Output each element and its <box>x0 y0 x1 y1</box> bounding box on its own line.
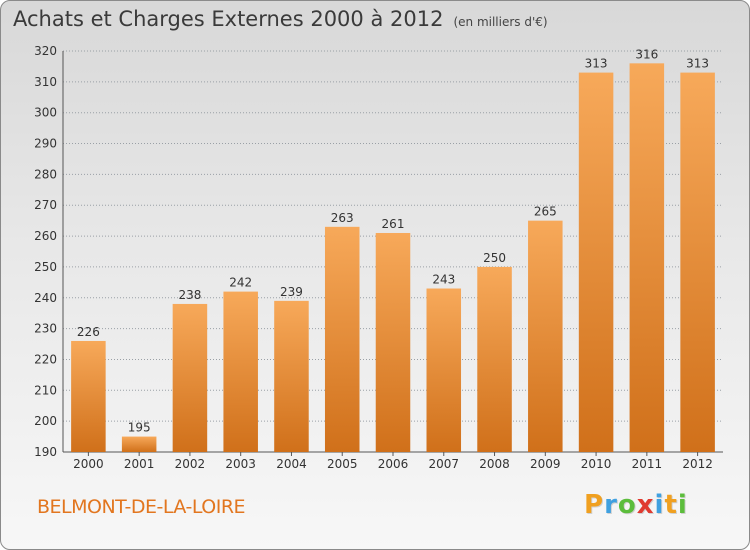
bars <box>71 63 715 452</box>
x-tick-label: 2003 <box>225 457 256 471</box>
logo-letter: i <box>654 490 665 520</box>
bar[interactable] <box>324 226 360 452</box>
chart-unit: (en milliers d'€) <box>453 15 548 29</box>
data-label: 263 <box>331 211 354 225</box>
y-tick-label: 260 <box>34 229 57 243</box>
bar[interactable] <box>680 72 715 452</box>
x-tick-label: 2000 <box>73 457 104 471</box>
bar[interactable] <box>274 300 309 452</box>
x-tick-label: 2009 <box>530 457 561 471</box>
x-tick-label: 2006 <box>378 457 409 471</box>
logo-letter: t <box>664 490 678 520</box>
data-label: 313 <box>585 57 608 71</box>
x-tick-label: 2011 <box>632 457 663 471</box>
bar[interactable] <box>71 340 106 452</box>
x-tick-label: 2001 <box>124 457 155 471</box>
data-labels: 226 195 238 242 239 263 261 243 250 265 313 316 313 <box>77 47 709 434</box>
logo-letter: r <box>604 490 618 520</box>
y-tick-label: 200 <box>34 414 57 428</box>
data-label: 242 <box>229 276 252 290</box>
logo-letter: x <box>636 490 655 520</box>
commune-name: BELMONT-DE-LA-LOIRE <box>37 496 246 518</box>
y-tick-label: 230 <box>34 322 57 336</box>
y-tick-label: 250 <box>34 260 57 274</box>
bar[interactable] <box>426 288 462 452</box>
data-label: 195 <box>128 421 151 435</box>
bar[interactable] <box>375 232 411 452</box>
y-tick-label: 300 <box>34 106 57 120</box>
y-tick-label: 220 <box>34 352 57 366</box>
logo-letter: o <box>617 490 637 520</box>
data-label: 239 <box>280 285 303 299</box>
y-tick-label: 210 <box>34 383 57 397</box>
bar[interactable] <box>121 436 157 452</box>
x-tick-label: 2010 <box>581 457 612 471</box>
chart-title-text: Achats et Charges Externes 2000 à 2012 <box>13 7 444 31</box>
logo-letter: P <box>584 490 605 520</box>
x-tick-label: 2004 <box>276 457 307 471</box>
axes: 190 200 210 220 230 240 250 260 270 280 290 300 310 3… <box>34 44 723 471</box>
x-tick-label: 2012 <box>682 457 713 471</box>
logo-letter: i <box>677 490 688 520</box>
y-tick-label: 240 <box>34 291 57 305</box>
data-label: 316 <box>635 47 658 61</box>
proxiti-logo[interactable]: Proxiti <box>584 490 688 520</box>
bar[interactable] <box>528 220 563 452</box>
data-label: 265 <box>534 205 557 219</box>
y-tick-label: 320 <box>34 44 57 58</box>
bar[interactable] <box>578 72 614 452</box>
y-tick-label: 280 <box>34 167 57 181</box>
x-tick-label: 2002 <box>175 457 206 471</box>
y-tick-label: 190 <box>34 445 57 459</box>
x-tick-label: 2007 <box>428 457 459 471</box>
bar[interactable] <box>172 303 208 452</box>
data-label: 313 <box>686 57 709 71</box>
data-label: 250 <box>483 251 506 265</box>
data-label: 243 <box>432 273 455 287</box>
y-tick-label: 310 <box>34 75 57 89</box>
data-label: 226 <box>77 325 100 339</box>
bar[interactable] <box>629 63 665 452</box>
x-tick-label: 2008 <box>479 457 510 471</box>
y-tick-label: 290 <box>34 137 57 151</box>
data-label: 238 <box>178 288 201 302</box>
data-label: 261 <box>382 217 405 231</box>
chart-title: Achats et Charges Externes 2000 à 2012 (e… <box>13 7 548 31</box>
bar[interactable] <box>223 291 258 452</box>
y-tick-label: 270 <box>34 198 57 212</box>
bar[interactable] <box>477 266 512 452</box>
x-tick-label: 2005 <box>327 457 358 471</box>
